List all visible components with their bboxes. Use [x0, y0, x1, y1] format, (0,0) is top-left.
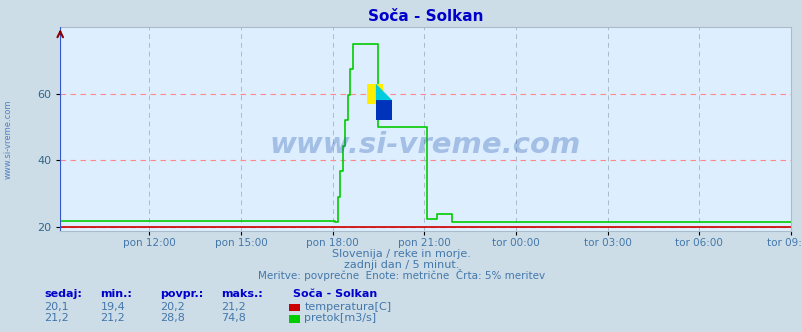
Text: 20,2: 20,2	[160, 302, 185, 312]
Text: www.si-vreme.com: www.si-vreme.com	[269, 131, 581, 159]
Text: Meritve: povprečne  Enote: metrične  Črta: 5% meritev: Meritve: povprečne Enote: metrične Črta:…	[257, 269, 545, 281]
Text: Slovenija / reke in morje.: Slovenija / reke in morje.	[332, 249, 470, 259]
Text: pretok[m3/s]: pretok[m3/s]	[304, 313, 376, 323]
Title: Soča - Solkan: Soča - Solkan	[367, 9, 483, 24]
Text: 21,2: 21,2	[221, 302, 245, 312]
Text: 20,1: 20,1	[44, 302, 69, 312]
Text: maks.:: maks.:	[221, 289, 262, 299]
Text: 28,8: 28,8	[160, 313, 185, 323]
Text: Soča - Solkan: Soča - Solkan	[293, 289, 377, 299]
Text: min.:: min.:	[100, 289, 132, 299]
Text: sedaj:: sedaj:	[44, 289, 82, 299]
Text: 21,2: 21,2	[100, 313, 125, 323]
Text: www.si-vreme.com: www.si-vreme.com	[3, 100, 13, 179]
Text: zadnji dan / 5 minut.: zadnji dan / 5 minut.	[343, 260, 459, 270]
Text: 74,8: 74,8	[221, 313, 245, 323]
Bar	[367, 84, 383, 104]
Text: povpr.:: povpr.:	[160, 289, 204, 299]
Text: 19,4: 19,4	[100, 302, 125, 312]
Polygon shape	[375, 84, 391, 100]
Text: 21,2: 21,2	[44, 313, 69, 323]
Bar	[375, 100, 391, 121]
Text: temperatura[C]: temperatura[C]	[304, 302, 391, 312]
